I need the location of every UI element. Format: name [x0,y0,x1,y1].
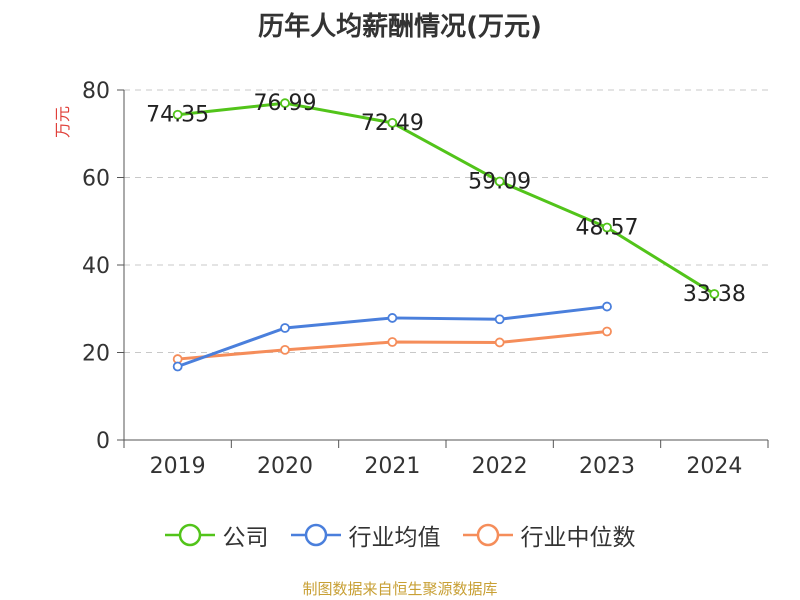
data-point [602,301,612,312]
y-tick-label: 60 [82,167,110,192]
series-lines [172,98,720,372]
y-tick-label: 40 [82,254,110,279]
data-label: 74.35 [146,103,209,128]
x-tick-label: 2024 [686,454,742,479]
legend-label-industry-mean: 行业均值 [348,525,441,551]
x-tick-label: 2020 [257,454,313,479]
data-label: 48.57 [576,216,639,241]
data-point [280,98,290,109]
data-point [172,109,183,120]
data-label: 72.49 [361,111,424,136]
y-tick-label: 80 [82,79,110,104]
legend-item-company[interactable]: 公司 [164,518,269,552]
data-label: 33.38 [683,282,746,307]
chart-title: 历年人均薪酬情况(万元) [258,12,542,42]
legend-swatch-industry-mean [290,523,341,547]
y-tick-label: 20 [82,342,110,367]
x-tick-label: 2023 [579,454,635,479]
x-tick-label: 2022 [472,454,528,479]
source-note: 制图数据来自恒生聚源数据库 [302,580,498,598]
data-point [387,313,398,323]
legend-swatch-industry-median [462,523,513,547]
axes: 0 20 40 60 80 2019 2020 2021 2022 2023 2024 [82,79,769,479]
data-point [602,326,612,337]
data-labels: 74.35 76.99 72.49 59.09 48.57 33.38 [146,91,746,307]
data-point [494,337,505,348]
series-line [177,101,716,296]
data-point [280,323,290,333]
data-point [709,289,720,299]
data-point [280,344,290,355]
legend-item-industry-median[interactable]: 行业中位数 [462,518,636,552]
data-point [172,361,183,372]
data-point [494,176,505,187]
legend-label-industry-median: 行业中位数 [520,525,636,551]
y-tick-label: 0 [96,429,110,454]
x-tick-label: 2021 [364,454,420,479]
data-point [387,337,398,347]
legend-swatch-company [164,523,215,547]
data-point [602,222,612,233]
y-axis-title: 万元 [53,106,72,138]
legend: 公司 行业均值 行业中位数 [0,518,800,552]
data-point [494,314,505,325]
x-tick-label: 2019 [150,454,206,479]
legend-item-industry-mean[interactable]: 行业均值 [290,518,441,552]
data-point [387,117,398,128]
gridlines [124,89,768,353]
data-label: 59.09 [468,169,531,194]
data-label: 76.99 [254,91,317,116]
legend-label-company: 公司 [222,525,269,551]
